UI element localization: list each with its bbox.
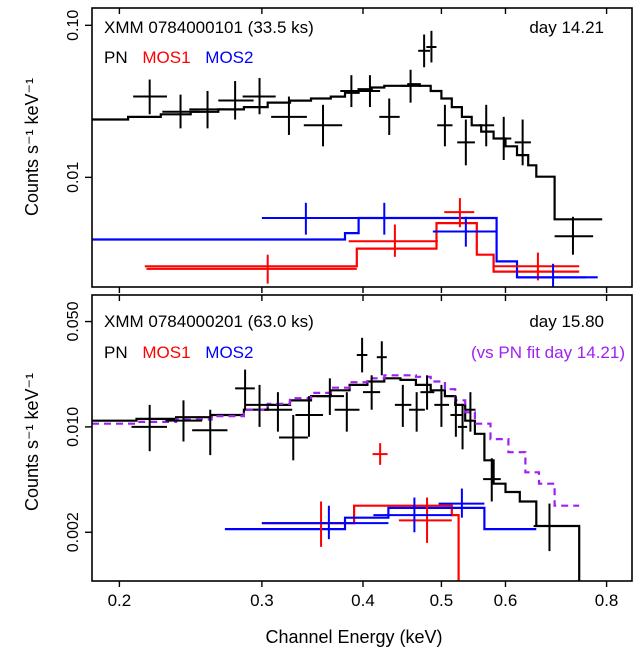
- top-pn-point: [457, 119, 475, 166]
- top-pn-point: [303, 104, 343, 147]
- top-pn-point: [426, 30, 437, 63]
- top-pn-point: [133, 79, 167, 115]
- top-pn-point: [554, 216, 594, 255]
- bottom-mos2-point: [373, 497, 452, 533]
- x-tick-label: 0.4: [351, 591, 375, 610]
- bottom-y-tick-label: 0.050: [65, 301, 82, 341]
- x-axis-tick-labels: 0.2 0.3 0.4 0.5 0.6 0.8: [108, 591, 619, 610]
- top-mos2-point: [432, 216, 497, 247]
- top-pn-point: [218, 81, 254, 120]
- bottom-panel-title: XMM 0784000201 (63.0 ks): [104, 312, 314, 331]
- bottom-pn-point: [420, 375, 435, 410]
- legend-mos1: MOS1: [142, 343, 190, 362]
- bottom-pn-point: [533, 503, 566, 552]
- bottom-pn-point: [279, 414, 308, 461]
- bottom-panel-legend: PN MOS1 MOS2: [104, 343, 253, 362]
- legend-pn: PN: [104, 48, 128, 67]
- bottom-pn-point: [264, 392, 293, 432]
- x-tick-label: 0.3: [250, 591, 274, 610]
- bottom-x-ticks: [118, 295, 608, 587]
- bottom-pn-point: [356, 337, 368, 373]
- bottom-panel-day-label: day 15.80: [529, 312, 604, 331]
- top-mos2-point: [517, 263, 587, 287]
- x-tick-label: 0.6: [494, 591, 518, 610]
- top-pn-point: [379, 98, 400, 135]
- bottom-pn-point: [394, 384, 412, 427]
- bottom-pn-point: [192, 409, 228, 456]
- top-pn-point: [340, 75, 363, 108]
- bottom-pn-point: [465, 392, 476, 432]
- top-pn-point: [242, 78, 276, 115]
- bottom-pn-point: [316, 378, 345, 415]
- bottom-model-pn-fit-day-14-21: [92, 374, 580, 507]
- bottom-plot-frame: [91, 294, 633, 582]
- top-y-tick-label: 0.10: [65, 10, 82, 41]
- top-data-points: [133, 30, 594, 287]
- top-pn-point: [162, 94, 200, 129]
- bottom-pn-point: [457, 404, 468, 450]
- bottom-pn-point: [434, 384, 450, 427]
- bottom-mos2-point: [438, 488, 485, 518]
- top-pn-point: [189, 90, 225, 129]
- top-mos1-point: [348, 224, 438, 257]
- bottom-pn-point: [362, 375, 381, 410]
- top-plot-frame: [91, 7, 633, 288]
- legend-mos1: MOS1: [142, 48, 190, 67]
- legend-mos2: MOS2: [205, 48, 253, 67]
- top-y-tick-label: 0.01: [65, 162, 82, 193]
- bottom-pn-point: [450, 396, 462, 437]
- top-mos2-point: [344, 202, 420, 235]
- bottom-pn-point: [376, 341, 387, 376]
- bottom-pn-point: [334, 392, 360, 432]
- top-pn-point: [437, 104, 453, 147]
- legend-mos2: MOS2: [205, 343, 253, 362]
- bottom-data-points: [131, 337, 566, 552]
- top-pn-point: [400, 69, 422, 103]
- top-pn-point: [496, 116, 512, 161]
- x-tick-label: 0.2: [108, 591, 132, 610]
- bottom-mos1-point: [372, 443, 388, 465]
- top-panel-day-label: day 14.21: [529, 18, 604, 37]
- top-x-ticks: [118, 8, 608, 293]
- bottom-y-axis: 0.002 0.010 0.050: [65, 301, 92, 552]
- bottom-pn-point: [483, 458, 501, 502]
- top-pn-point: [418, 34, 430, 68]
- bottom-pn-point: [295, 396, 324, 437]
- x-tick-label: 0.8: [595, 591, 619, 610]
- bottom-pn-point: [131, 404, 167, 452]
- top-y-axis-label: Counts s⁻¹ keV⁻¹: [22, 78, 42, 216]
- top-panel-legend: PN MOS1 MOS2: [104, 48, 253, 67]
- bottom-comparison-label: (vs PN fit day 14.21): [471, 343, 625, 362]
- bottom-pn-point: [165, 400, 203, 442]
- top-pn-point: [478, 104, 495, 147]
- bottom-pn-point: [409, 392, 425, 432]
- top-model-mos1: [144, 222, 580, 273]
- top-mos1-point: [493, 252, 580, 281]
- x-axis-label: Channel Energy (keV): [265, 627, 442, 647]
- bottom-model-pn: [92, 377, 581, 581]
- bottom-panel: 0.002 0.010 0.050 XMM 0784000201 (63.0 ks)…: [22, 294, 633, 587]
- bottom-y-tick-label: 0.002: [65, 512, 82, 552]
- bottom-pn-point: [245, 384, 274, 427]
- top-mos1-point: [444, 198, 475, 228]
- bottom-y-tick-label: 0.010: [65, 407, 82, 447]
- top-pn-point: [514, 119, 531, 166]
- top-panel: 0.01 0.10 XMM 0784000101 (33.5 ks) day 14…: [22, 7, 633, 293]
- bottom-y-axis-label: Counts s⁻¹ keV⁻¹: [22, 373, 42, 511]
- legend-pn: PN: [104, 343, 128, 362]
- top-pn-point: [271, 96, 307, 135]
- top-panel-title: XMM 0784000101 (33.5 ks): [104, 18, 314, 37]
- bottom-model-mos2: [224, 506, 537, 531]
- bottom-pn-point: [235, 369, 255, 410]
- top-y-axis: 0.01 0.10: [65, 10, 92, 193]
- top-mos1-point: [146, 254, 357, 284]
- x-tick-label: 0.5: [430, 591, 454, 610]
- bottom-mos2-point: [261, 505, 389, 540]
- top-mos2-point: [261, 202, 345, 235]
- top-pn-point: [360, 75, 381, 108]
- bottom-mos1-point: [398, 497, 452, 543]
